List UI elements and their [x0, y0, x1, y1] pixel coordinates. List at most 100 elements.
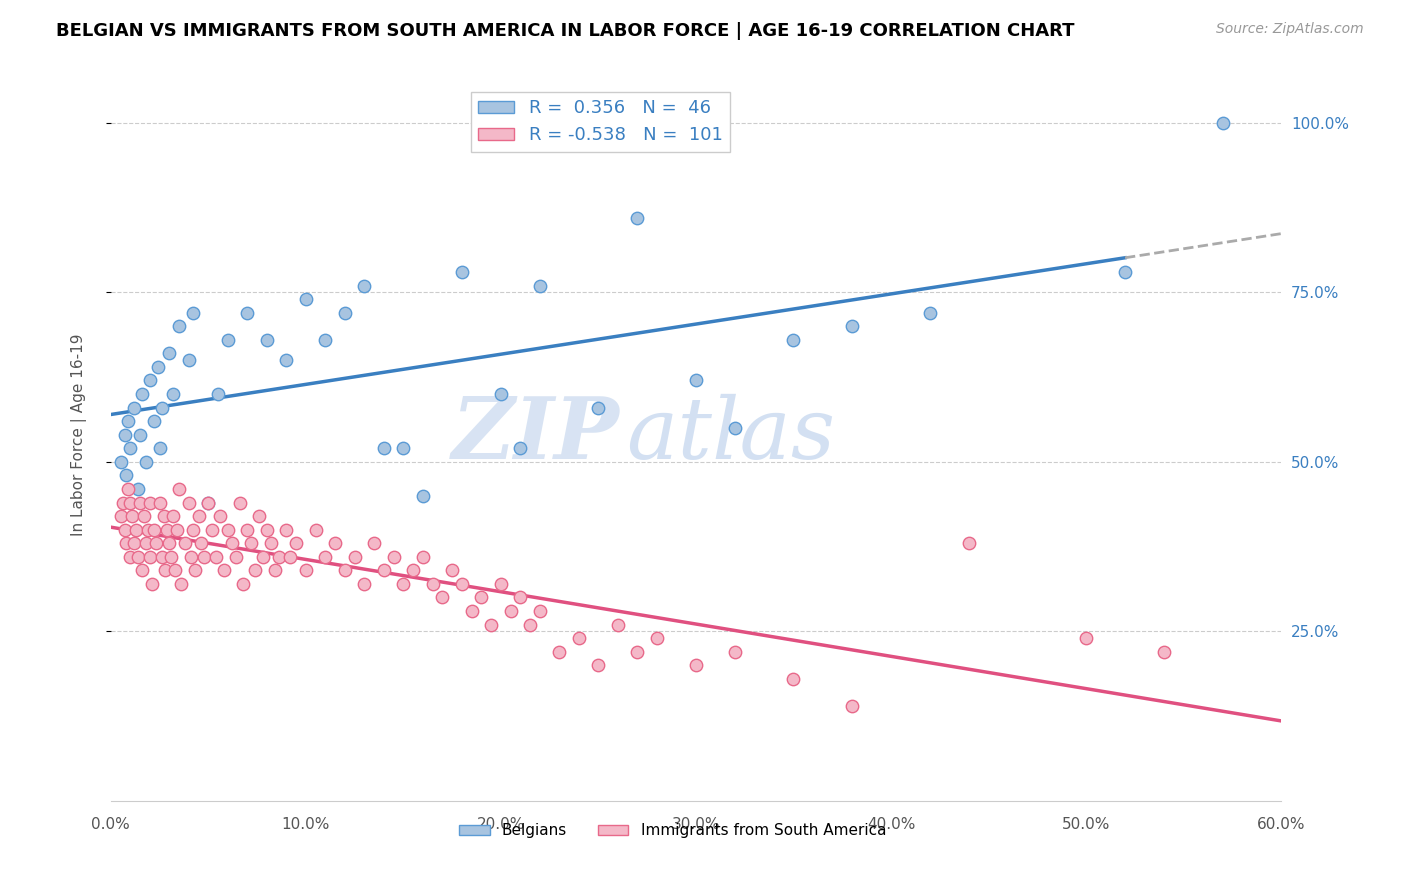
Point — [139, 495, 162, 509]
Point — [276, 523, 298, 537]
Text: atlas: atlas — [626, 393, 835, 476]
Point — [276, 353, 298, 368]
Point — [685, 374, 707, 388]
Point — [121, 509, 143, 524]
Point — [135, 455, 157, 469]
Point — [131, 563, 153, 577]
Point — [333, 563, 356, 577]
Point — [489, 577, 512, 591]
Point — [174, 536, 197, 550]
Point — [145, 536, 167, 550]
Point — [841, 319, 863, 334]
Point — [323, 536, 346, 550]
Point — [460, 604, 482, 618]
Point — [127, 482, 149, 496]
Point — [209, 509, 232, 524]
Point — [125, 523, 148, 537]
Legend: Belgians, Immigrants from South America: Belgians, Immigrants from South America — [453, 817, 893, 845]
Point — [139, 374, 162, 388]
Point — [470, 591, 492, 605]
Text: ZIP: ZIP — [453, 393, 620, 476]
Point — [129, 427, 152, 442]
Point — [382, 549, 405, 564]
Point — [548, 645, 571, 659]
Point — [509, 442, 531, 456]
Point — [236, 523, 259, 537]
Point — [157, 346, 180, 360]
Point — [451, 577, 474, 591]
Point — [260, 536, 283, 550]
Point — [111, 495, 134, 509]
Point — [529, 604, 551, 618]
Point — [243, 563, 266, 577]
Point — [295, 292, 318, 306]
Point — [422, 577, 444, 591]
Point — [117, 414, 139, 428]
Point — [267, 549, 290, 564]
Point — [441, 563, 464, 577]
Point — [181, 523, 204, 537]
Point — [193, 549, 215, 564]
Point — [489, 387, 512, 401]
Point — [519, 617, 541, 632]
Point — [1114, 265, 1136, 279]
Point — [142, 523, 165, 537]
Point — [197, 495, 219, 509]
Point — [149, 442, 172, 456]
Point — [392, 442, 415, 456]
Point — [247, 509, 270, 524]
Point — [724, 645, 747, 659]
Point — [314, 549, 336, 564]
Point — [479, 617, 502, 632]
Text: BELGIAN VS IMMIGRANTS FROM SOUTH AMERICA IN LABOR FORCE | AGE 16-19 CORRELATION : BELGIAN VS IMMIGRANTS FROM SOUTH AMERICA… — [56, 22, 1074, 40]
Point — [110, 455, 132, 469]
Point — [135, 536, 157, 550]
Point — [228, 495, 250, 509]
Point — [197, 495, 219, 509]
Point — [373, 563, 395, 577]
Text: Source: ZipAtlas.com: Source: ZipAtlas.com — [1216, 22, 1364, 37]
Point — [157, 536, 180, 550]
Point — [353, 278, 375, 293]
Point — [278, 549, 301, 564]
Point — [115, 536, 138, 550]
Point — [165, 563, 187, 577]
Point — [141, 577, 163, 591]
Point — [217, 333, 239, 347]
Point — [167, 482, 190, 496]
Point — [256, 523, 278, 537]
Point — [170, 577, 193, 591]
Point — [841, 698, 863, 713]
Y-axis label: In Labor Force | Age 16-19: In Labor Force | Age 16-19 — [72, 334, 87, 536]
Point — [120, 495, 142, 509]
Point — [181, 305, 204, 319]
Point — [588, 658, 610, 673]
Point — [304, 523, 326, 537]
Point — [645, 631, 668, 645]
Point — [155, 563, 177, 577]
Point — [363, 536, 385, 550]
Point — [353, 577, 375, 591]
Point — [149, 495, 172, 509]
Point — [402, 563, 425, 577]
Point — [314, 333, 336, 347]
Point — [529, 278, 551, 293]
Point — [162, 387, 184, 401]
Point — [285, 536, 308, 550]
Point — [180, 549, 202, 564]
Point — [152, 509, 174, 524]
Point — [207, 387, 229, 401]
Point — [167, 319, 190, 334]
Point — [150, 401, 173, 415]
Point — [120, 549, 142, 564]
Point — [217, 523, 239, 537]
Point — [685, 658, 707, 673]
Point — [588, 401, 610, 415]
Point — [343, 549, 366, 564]
Point — [1153, 645, 1175, 659]
Point — [117, 482, 139, 496]
Point — [782, 333, 804, 347]
Point — [142, 414, 165, 428]
Point — [918, 305, 941, 319]
Point — [139, 549, 162, 564]
